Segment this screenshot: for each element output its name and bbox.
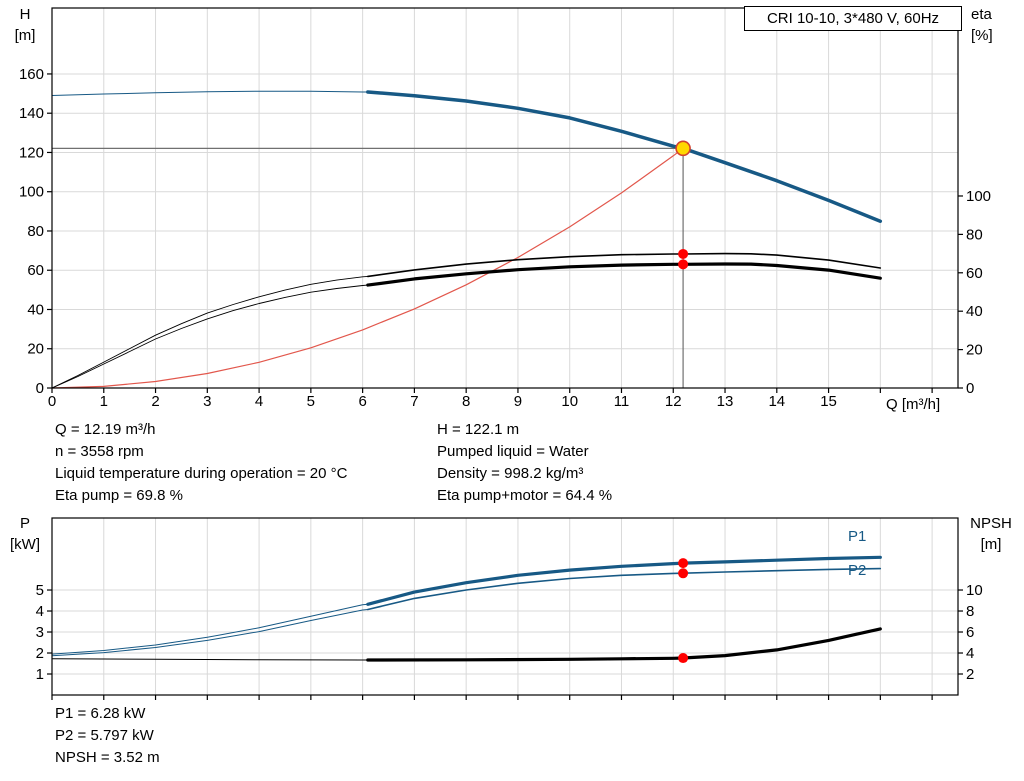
tick-label: 40 <box>27 301 44 318</box>
tick-label: 4 <box>966 645 974 662</box>
eta-pump-dot-marker <box>678 248 689 259</box>
tick-label: 140 <box>19 105 44 122</box>
p-axis-unit: [kW] <box>10 536 40 553</box>
tick-label: 4 <box>36 603 44 620</box>
duty-point-marker <box>675 140 691 157</box>
eta-axis-unit: [%] <box>971 27 993 44</box>
eta-pump-motor-dot-marker <box>678 259 689 270</box>
system-curve-curve-thin <box>51 147 684 389</box>
tick-label: 2 <box>36 645 44 662</box>
tick-label: 1 <box>36 666 44 683</box>
h-axis-unit: [m] <box>14 27 36 44</box>
npsh-axis-label: NPSH [m] <box>960 513 1022 555</box>
tick-label: 80 <box>27 223 44 240</box>
tick-label: 8 <box>966 603 974 620</box>
info-line-p2: P2 = 5.797 kW <box>55 727 154 744</box>
p-axis-label: P [kW] <box>2 513 48 555</box>
p1-curve-thin <box>51 603 368 655</box>
tick-label: 8 <box>462 393 470 410</box>
h-axis-symbol: H <box>19 6 31 23</box>
info-line-density: Density = 998.2 kg/m³ <box>437 465 584 482</box>
p1-series-label: P1 <box>848 528 867 545</box>
tick-label: 6 <box>966 624 974 641</box>
p1-curve <box>366 555 882 606</box>
info-line-temperature: Liquid temperature during operation = 20… <box>55 465 348 482</box>
tick-label: 2 <box>966 666 974 683</box>
tick-label: 20 <box>27 341 44 358</box>
eta-axis-label: eta [%] <box>971 4 1021 46</box>
npsh-curve <box>366 627 882 662</box>
eta-axis-symbol: eta <box>971 6 992 23</box>
tick-label: 100 <box>19 184 44 201</box>
info-line-head: H = 122.1 m <box>437 421 520 438</box>
tick-label: 7 <box>410 393 418 410</box>
tick-label: 0 <box>48 393 56 410</box>
p2-curve-thin <box>51 609 368 657</box>
qh-chart: 0 1 2 3 4 5 6 7 8 9 10 11 12 13 14 15020406080100120140… <box>19 7 991 410</box>
tick-label: 20 <box>966 342 983 359</box>
plot-frame <box>51 517 959 696</box>
npsh-curve-thin <box>51 658 368 661</box>
tick-label: 2 <box>151 393 159 410</box>
head-curve-thin <box>51 90 368 96</box>
tick-label: 13 <box>717 393 734 410</box>
tick-label: 100 <box>966 188 991 205</box>
tick-label: 3 <box>36 624 44 641</box>
info-line-eta-pump: Eta pump = 69.8 % <box>55 487 183 504</box>
info-line-npsh: NPSH = 3.52 m <box>55 749 160 766</box>
tick-label: 5 <box>307 393 315 410</box>
duty-info-right: H = 122.1 m Pumped liquid = Water Densit… <box>437 419 612 507</box>
tick-label: 11 <box>614 393 630 410</box>
tick-label: 0 <box>966 380 974 397</box>
info-line-q: Q = 12.19 m³/h <box>55 421 156 438</box>
tick-label: 160 <box>19 66 44 83</box>
tick-label: 60 <box>27 262 44 279</box>
npsh-axis-unit: [m] <box>980 536 1002 553</box>
eta-pump-curve <box>367 252 882 278</box>
tick-label: 5 <box>36 582 44 599</box>
p2-dot-marker <box>678 568 689 579</box>
npsh-axis-symbol: NPSH <box>970 515 1012 532</box>
p2-series-label: P2 <box>848 562 867 579</box>
tick-label: 12 <box>665 393 682 410</box>
head-curve <box>366 90 883 223</box>
p1-dot-marker <box>678 558 689 569</box>
tick-label: 4 <box>255 393 263 410</box>
info-line-speed: n = 3558 rpm <box>55 443 144 460</box>
tick-label: 1 <box>100 393 108 410</box>
power-npsh-chart: 1 2 3 4 5 2 4 6 8 10 <box>36 517 983 700</box>
tick-label: 40 <box>966 303 983 320</box>
info-line-p1: P1 = 6.28 kW <box>55 705 146 722</box>
tick-label: 14 <box>768 393 785 410</box>
pump-model-title-box: CRI 10-10, 3*480 V, 60Hz <box>744 6 962 31</box>
eta-pump-motor-curve <box>366 262 882 287</box>
eta-pump-curve-thin <box>51 275 368 389</box>
tick-label: 10 <box>561 393 578 410</box>
tick-label: 80 <box>966 226 983 243</box>
tick-label: 9 <box>514 393 522 410</box>
info-line-liquid: Pumped liquid = Water <box>437 443 589 460</box>
tick-label: 6 <box>358 393 366 410</box>
h-axis-label: H [m] <box>2 4 48 46</box>
tick-label: 10 <box>966 582 983 599</box>
tick-label: 120 <box>19 144 44 161</box>
info-line-eta-pump-motor: Eta pump+motor = 64.4 % <box>437 487 613 504</box>
tick-label: 60 <box>966 265 983 282</box>
tick-label: 3 <box>203 393 211 410</box>
q-axis-label: Q [m³/h] <box>886 396 941 413</box>
npsh-dot-marker <box>678 653 689 664</box>
plot-frame <box>51 7 959 389</box>
duty-info-left: Q = 12.19 m³/h n = 3558 rpm Liquid tempe… <box>55 419 347 507</box>
p-axis-symbol: P <box>19 515 30 532</box>
eta-pump-motor-curve-thin <box>51 284 368 389</box>
tick-label: 0 <box>36 380 44 397</box>
tick-label: 15 <box>820 393 837 410</box>
power-info: P1 = 6.28 kW P2 = 5.797 kW NPSH = 3.52 m <box>55 703 160 769</box>
p2-curve <box>367 567 882 611</box>
